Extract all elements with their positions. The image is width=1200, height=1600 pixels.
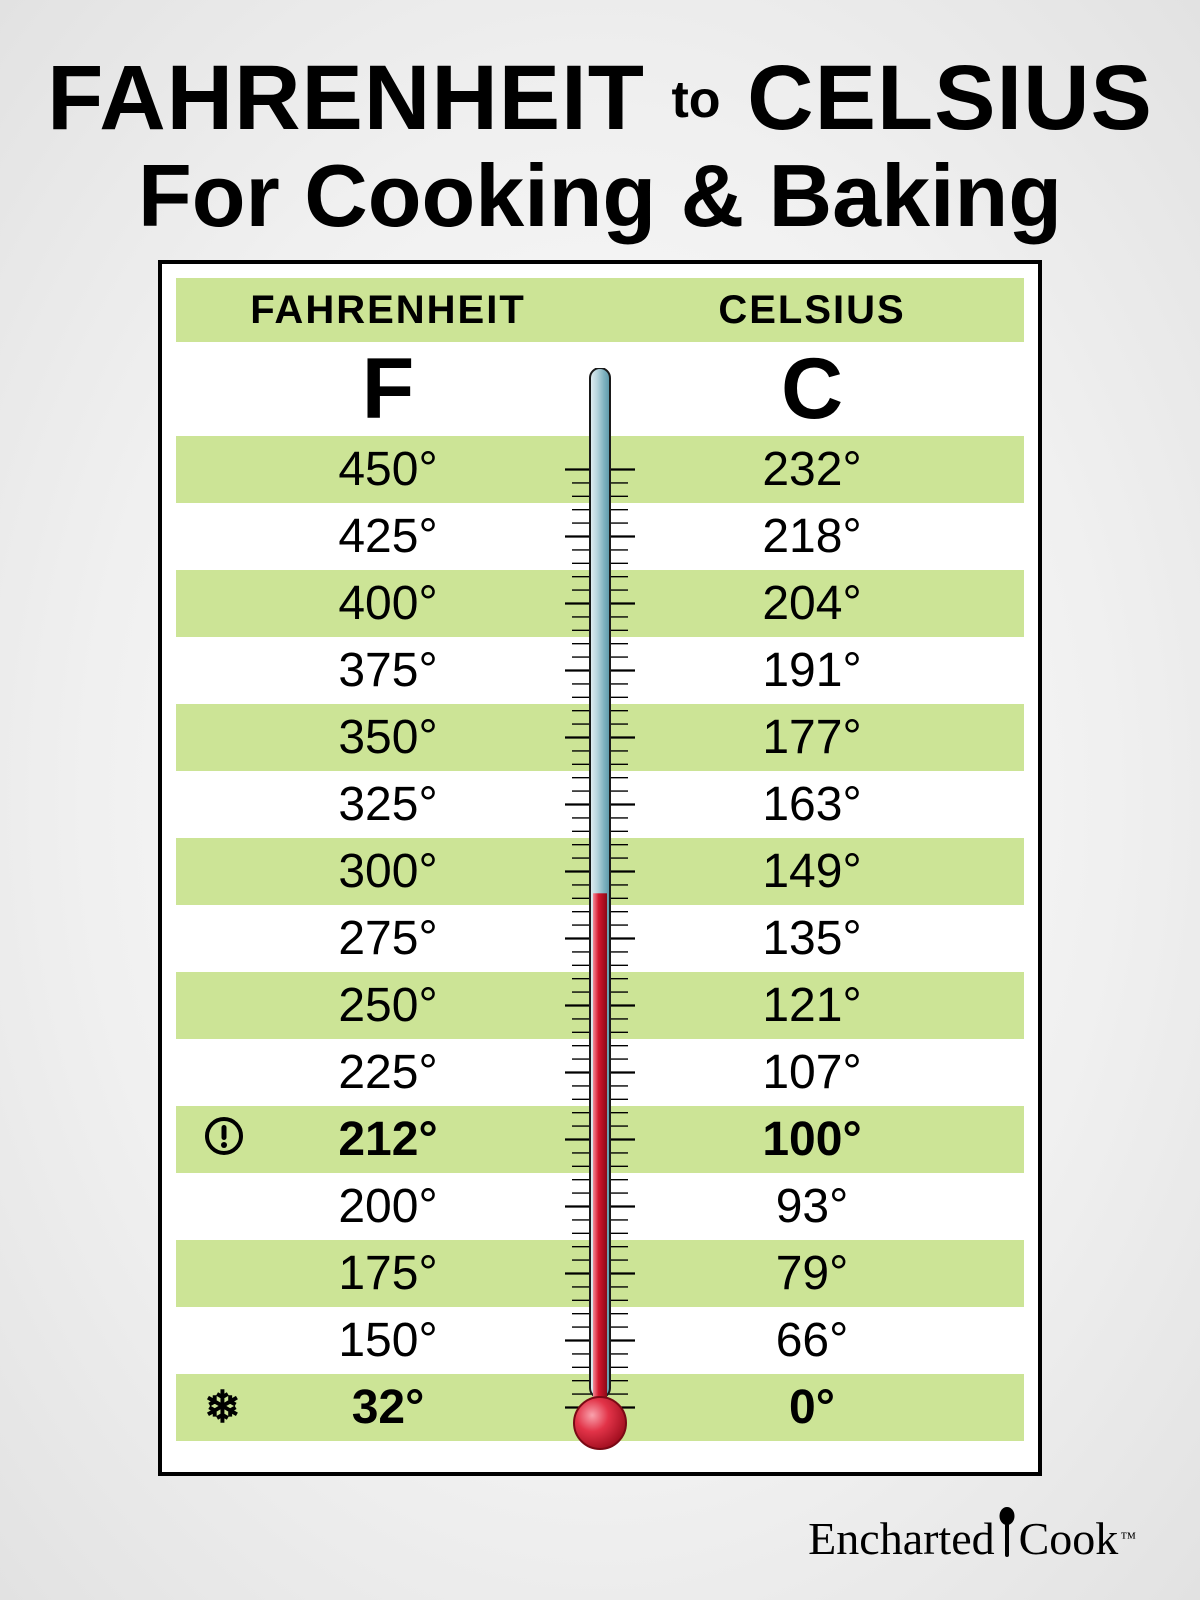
header-celsius: CELSIUS	[600, 288, 1024, 333]
celsius-cell: 204°	[600, 576, 1024, 631]
snowflake-icon: ❄	[204, 1386, 241, 1430]
fahrenheit-cell: 175°	[176, 1246, 600, 1301]
conversion-table: FAHRENHEIT CELSIUS F C 450°232°425°218°4…	[158, 260, 1042, 1476]
table-row: 212°100°	[176, 1106, 1024, 1173]
table-row: 375°191°	[176, 637, 1024, 704]
celsius-cell: 163°	[600, 777, 1024, 832]
celsius-cell: 218°	[600, 509, 1024, 564]
celsius-cell: 107°	[600, 1045, 1024, 1100]
fahrenheit-cell: 200°	[176, 1179, 600, 1234]
fahrenheit-cell: 425°	[176, 509, 600, 564]
alert-icon	[204, 1116, 244, 1164]
fahrenheit-cell: 212°	[176, 1112, 600, 1167]
logo-text-2: Cook	[1019, 1512, 1119, 1565]
fahrenheit-cell: 250°	[176, 978, 600, 1033]
table-row: 350°177°	[176, 704, 1024, 771]
celsius-cell: 79°	[600, 1246, 1024, 1301]
trademark-symbol: ™	[1120, 1530, 1136, 1548]
celsius-cell: 232°	[600, 442, 1024, 497]
fahrenheit-cell: 300°	[176, 844, 600, 899]
logo-text-1: Encharted	[808, 1512, 994, 1565]
table-row: 400°204°	[176, 570, 1024, 637]
brand-logo: Encharted Cook ™	[808, 1507, 1136, 1570]
fahrenheit-cell: 32°❄	[176, 1380, 600, 1435]
table-header-row: FAHRENHEIT CELSIUS	[176, 278, 1024, 342]
celsius-cell: 191°	[600, 643, 1024, 698]
fahrenheit-cell: 450°	[176, 442, 600, 497]
fahrenheit-cell: 375°	[176, 643, 600, 698]
fahrenheit-cell: 325°	[176, 777, 600, 832]
unit-f: F	[176, 340, 600, 439]
table-row: 425°218°	[176, 503, 1024, 570]
celsius-cell: 66°	[600, 1313, 1024, 1368]
celsius-cell: 135°	[600, 911, 1024, 966]
fahrenheit-cell: 350°	[176, 710, 600, 765]
fahrenheit-cell: 400°	[176, 576, 600, 631]
title-word-1: FAHRENHEIT	[47, 47, 645, 149]
table-row: 275°135°	[176, 905, 1024, 972]
title-block: FAHRENHEIT to CELSIUS For Cooking & Baki…	[0, 0, 1200, 247]
title-line-1: FAHRENHEIT to CELSIUS	[0, 46, 1200, 151]
celsius-cell: 0°	[600, 1380, 1024, 1435]
table-row: 450°232°	[176, 436, 1024, 503]
celsius-cell: 100°	[600, 1112, 1024, 1167]
fahrenheit-cell: 225°	[176, 1045, 600, 1100]
spoon-icon	[995, 1507, 1019, 1570]
title-word-2: CELSIUS	[747, 47, 1153, 149]
celsius-cell: 149°	[600, 844, 1024, 899]
title-connector: to	[671, 71, 720, 129]
table-row: 325°163°	[176, 771, 1024, 838]
table-row: 175°79°	[176, 1240, 1024, 1307]
table-row: 200°93°	[176, 1173, 1024, 1240]
table-row: 250°121°	[176, 972, 1024, 1039]
table-row: 300°149°	[176, 838, 1024, 905]
unit-row: F C	[176, 342, 1024, 436]
fahrenheit-cell: 275°	[176, 911, 600, 966]
fahrenheit-cell: 150°	[176, 1313, 600, 1368]
table-body: 450°232°425°218°400°204°375°191°350°177°…	[176, 436, 1024, 1441]
celsius-cell: 93°	[600, 1179, 1024, 1234]
table-row: 150°66°	[176, 1307, 1024, 1374]
celsius-cell: 177°	[600, 710, 1024, 765]
header-fahrenheit: FAHRENHEIT	[176, 288, 600, 333]
table-row: 225°107°	[176, 1039, 1024, 1106]
table-row: 32°❄0°	[176, 1374, 1024, 1441]
celsius-cell: 121°	[600, 978, 1024, 1033]
unit-c: C	[600, 340, 1024, 439]
title-line-2: For Cooking & Baking	[0, 145, 1200, 247]
